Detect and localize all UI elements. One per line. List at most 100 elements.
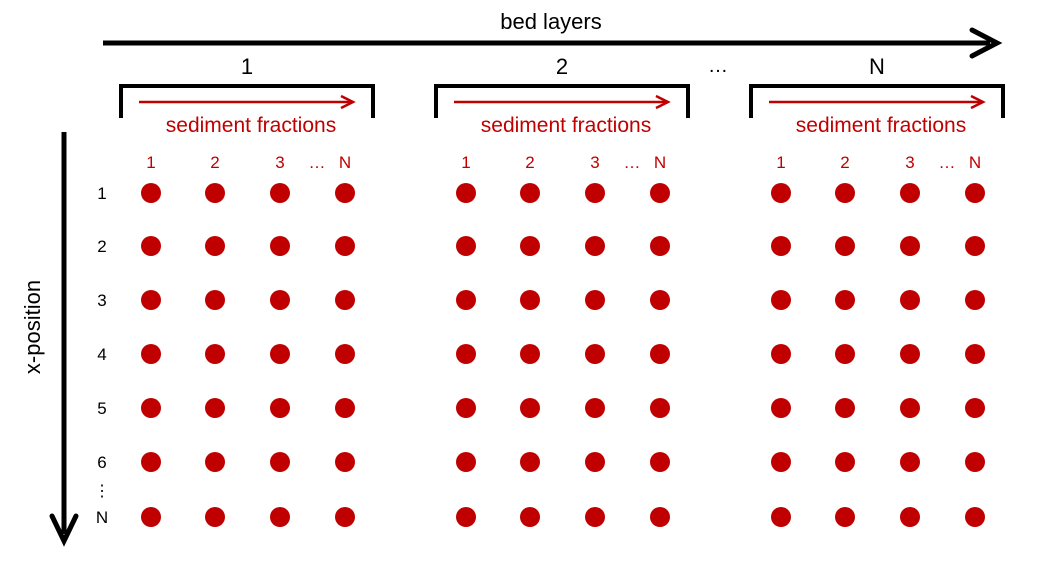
sediment-dot — [650, 183, 670, 203]
layer-groups: 1 sediment fractions 1 2 3 … N 2 sediment fracti… — [119, 54, 1005, 172]
sediment-dot — [270, 452, 290, 472]
fraction-tick-label: 1 — [776, 153, 785, 172]
bed-layer-bracket — [119, 84, 375, 118]
sediment-dot — [771, 344, 791, 364]
x-position-axis: x-position — [20, 132, 79, 547]
sediment-dot — [456, 183, 476, 203]
sediment-dot — [965, 183, 985, 203]
bed-layers-arrowhead — [969, 27, 1003, 59]
row-label: N — [96, 508, 108, 527]
bed-layers-label: bed layers — [500, 9, 602, 34]
sediment-dot — [456, 398, 476, 418]
sediment-dot — [650, 344, 670, 364]
sediment-dot — [205, 398, 225, 418]
sediment-dot — [835, 183, 855, 203]
row-label: 3 — [97, 291, 106, 310]
sediment-dot — [335, 452, 355, 472]
sediment-dot — [141, 452, 161, 472]
fraction-tick-label: 3 — [905, 153, 914, 172]
sediment-dot — [520, 236, 540, 256]
sediment-dot — [900, 290, 920, 310]
sediment-dot — [965, 507, 985, 527]
row-label: 4 — [97, 345, 106, 364]
fraction-tick-label: 1 — [461, 153, 470, 172]
fraction-tick-label: 1 — [146, 153, 155, 172]
fraction-tick-label: N — [969, 153, 981, 172]
sediment-dot — [585, 398, 605, 418]
fraction-tick-label: 3 — [590, 153, 599, 172]
sediment-dot — [835, 398, 855, 418]
sediment-dot — [900, 236, 920, 256]
sediment-dot — [585, 290, 605, 310]
sediment-dot — [965, 290, 985, 310]
sediment-dot — [835, 236, 855, 256]
sediment-dot — [205, 452, 225, 472]
sediment-dot — [456, 507, 476, 527]
fraction-tick-label: N — [654, 153, 666, 172]
bed-layer-label: N — [869, 54, 885, 79]
bed-layer-bracket — [749, 84, 1005, 118]
sediment-dot — [141, 183, 161, 203]
bed-layer-group: 1 sediment fractions 1 2 3 … N — [119, 54, 375, 172]
sediment-dot — [900, 507, 920, 527]
fraction-tick-label: 3 — [275, 153, 284, 172]
sediment-dot — [335, 290, 355, 310]
bed-layers-ellipsis: … — [708, 55, 728, 77]
sediment-dot — [270, 344, 290, 364]
sediment-dot — [771, 236, 791, 256]
sediment-dot — [141, 398, 161, 418]
sediment-dot — [771, 452, 791, 472]
sediment-dot — [650, 236, 670, 256]
sediment-dot — [900, 452, 920, 472]
sediment-dot — [650, 290, 670, 310]
sediment-dot — [456, 452, 476, 472]
sediment-dot — [335, 398, 355, 418]
fraction-tick-label: 2 — [210, 153, 219, 172]
bed-layers-axis: bed layers — [103, 9, 1003, 59]
sediment-dot — [270, 236, 290, 256]
sediment-dot — [270, 183, 290, 203]
row-labels: 1 2 3 4 5 6 N ⋮ — [94, 184, 110, 527]
sediment-dot — [205, 344, 225, 364]
sediment-dot — [205, 236, 225, 256]
sediment-dot — [835, 507, 855, 527]
sediment-dot — [141, 344, 161, 364]
fraction-tick-label: … — [309, 153, 326, 172]
sediment-fractions-label: sediment fractions — [166, 114, 336, 137]
sediment-dot — [900, 183, 920, 203]
sediment-dot — [585, 452, 605, 472]
sediment-fractions-arrowhead — [340, 94, 356, 110]
sediment-dot — [771, 290, 791, 310]
sediment-dot — [141, 507, 161, 527]
sediment-dot — [205, 507, 225, 527]
sediment-fractions-arrowhead — [970, 94, 986, 110]
fraction-tick-label: … — [939, 153, 956, 172]
sediment-dot — [456, 290, 476, 310]
fraction-tick-label: … — [624, 153, 641, 172]
fraction-tick-label: N — [339, 153, 351, 172]
sediment-dot — [650, 452, 670, 472]
sediment-fractions-arrowhead — [655, 94, 671, 110]
sediment-dot — [650, 398, 670, 418]
sediment-dot — [835, 452, 855, 472]
dot-grid — [141, 183, 985, 527]
sediment-dot — [141, 236, 161, 256]
sediment-dot — [335, 236, 355, 256]
row-label: 2 — [97, 237, 106, 256]
sediment-dot — [835, 290, 855, 310]
row-ellipsis: ⋮ — [94, 483, 110, 500]
x-position-label: x-position — [20, 280, 45, 374]
sediment-dot — [835, 344, 855, 364]
sediment-dot — [965, 398, 985, 418]
sediment-dot — [650, 507, 670, 527]
sediment-dot — [270, 290, 290, 310]
sediment-dot — [520, 452, 540, 472]
sediment-dot — [335, 344, 355, 364]
sediment-dot — [585, 507, 605, 527]
sediment-dot — [270, 398, 290, 418]
sediment-dot — [585, 236, 605, 256]
sediment-fractions-label: sediment fractions — [796, 114, 966, 137]
sediment-dot — [335, 507, 355, 527]
sediment-dot — [585, 183, 605, 203]
